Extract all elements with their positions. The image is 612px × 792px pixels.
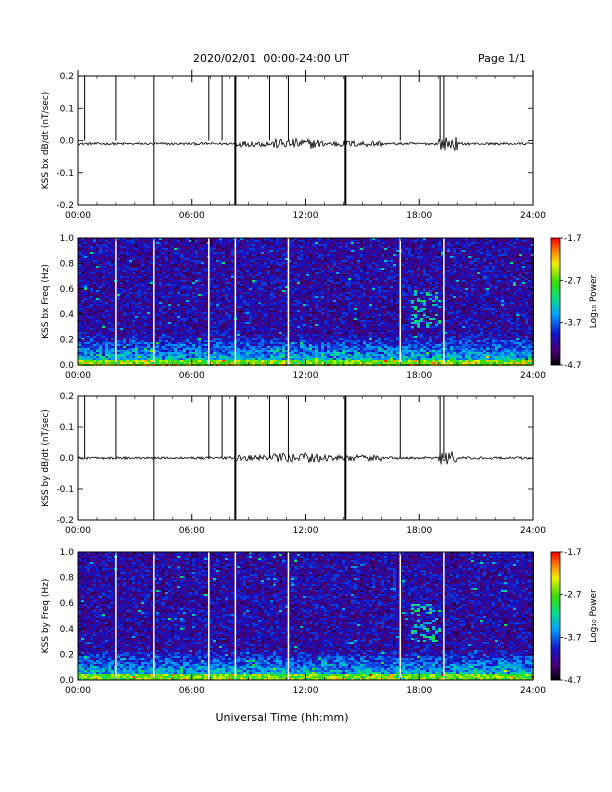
x-tick-label: 12:00 [293, 686, 319, 696]
page-title: 2020/02/01 00:00-24:00 UT [193, 52, 349, 65]
y-tick-label: 0.4 [60, 625, 75, 635]
y-tick-label: 0.6 [60, 599, 75, 609]
x-tick-label: 00:00 [65, 371, 91, 381]
colorbar-tick-label: -1.7 [564, 548, 582, 558]
y-axis-label: KSS by dB/dt (nT/sec) [41, 409, 51, 507]
colorbar-tick-label: -2.7 [564, 276, 582, 286]
colorbar-tick-label: -4.7 [564, 676, 582, 686]
y-axis-label: KSS bx dB/dt (nT/sec) [41, 92, 51, 190]
x-tick-label: 24:00 [520, 211, 546, 221]
y-tick-label: 0.4 [60, 310, 75, 320]
x-tick-label: 06:00 [179, 526, 205, 536]
panel-3: 0.2 0.1 0.0 -0.1 -0.200:00 06:00 12:00 18:00 24:… [41, 392, 546, 536]
x-tick-label: 00:00 [65, 526, 91, 536]
x-tick-label: 06:00 [179, 371, 205, 381]
y-tick-label: 0.8 [60, 259, 75, 269]
y-tick-label: 0.1 [60, 104, 74, 114]
y-tick-label: 0.0 [60, 676, 75, 686]
x-tick-label: 24:00 [520, 526, 546, 536]
colorbar-label: Log₁₀ Power [589, 275, 599, 329]
colorbar-tick-label: -4.7 [564, 361, 582, 371]
y-tick-label: 0.2 [60, 650, 74, 660]
x-tick-label: 06:00 [179, 686, 205, 696]
y-tick-label: 0.6 [60, 285, 75, 295]
x-tick-label: 12:00 [293, 526, 319, 536]
x-tick-label: 18:00 [406, 371, 432, 381]
colorbar-frame [550, 237, 561, 366]
panel-2: -1.7 -2.7 -3.7 -4.7 Log₁₀ Power 1.0 0.8 0.6 0.4 0… [41, 234, 599, 381]
page-number: Page 1/1 [478, 52, 526, 65]
x-tick-label: 18:00 [406, 686, 432, 696]
y-tick-label: -0.2 [56, 201, 74, 211]
x-tick-label: 24:00 [520, 686, 546, 696]
spectrogram-cells [78, 238, 534, 366]
x-tick-label: 18:00 [406, 211, 432, 221]
y-tick-label: 0.0 [60, 137, 75, 147]
y-tick-label: 0.1 [60, 423, 74, 433]
x-tick-label: 00:00 [65, 686, 91, 696]
y-tick-label: 1.0 [60, 234, 75, 244]
x-tick-label: 18:00 [406, 526, 432, 536]
colorbar-tick-label: -3.7 [564, 319, 582, 329]
colorbar-label: Log₁₀ Power [589, 589, 599, 643]
colorbar-tick-label: -2.7 [564, 591, 582, 601]
y-tick-label: 0.0 [60, 361, 75, 371]
y-axis-label: KSS bx Freq (Hz) [41, 264, 51, 339]
colorbar-tick-label: -1.7 [564, 234, 582, 244]
panel-1: 0.2 0.1 0.0 -0.1 -0.200:00 06:00 12:00 18:00 24:… [41, 72, 546, 221]
y-tick-label: 0.8 [60, 574, 75, 584]
x-tick-label: 00:00 [65, 211, 91, 221]
colorbar-tick-label: -3.7 [564, 633, 582, 643]
y-axis-label: KSS by Freq (Hz) [41, 579, 51, 654]
x-axis-title: Universal Time (hh:mm) [216, 711, 349, 724]
y-tick-label: 0.0 [60, 454, 75, 464]
plot-area [78, 76, 533, 205]
spectrogram-cells [78, 552, 534, 680]
y-tick-label: -0.2 [56, 516, 74, 526]
x-tick-label: 24:00 [520, 371, 546, 381]
y-tick-label: 0.2 [60, 392, 74, 402]
y-tick-label: -0.1 [56, 485, 74, 495]
y-tick-label: 1.0 [60, 548, 75, 558]
y-tick-label: -0.1 [56, 169, 74, 179]
colorbar: -1.7 -2.7 -3.7 -4.7 Log₁₀ Power [550, 548, 599, 686]
y-tick-label: 0.2 [60, 336, 74, 346]
panel-4: -1.7 -2.7 -3.7 -4.7 Log₁₀ Power 1.0 0.8 0.6 0.4 0… [41, 548, 599, 696]
x-tick-label: 12:00 [293, 211, 319, 221]
colorbar: -1.7 -2.7 -3.7 -4.7 Log₁₀ Power [550, 234, 599, 371]
y-tick-label: 0.2 [60, 72, 74, 82]
x-tick-label: 06:00 [179, 211, 205, 221]
colorbar-frame [550, 551, 561, 681]
x-tick-label: 12:00 [293, 371, 319, 381]
